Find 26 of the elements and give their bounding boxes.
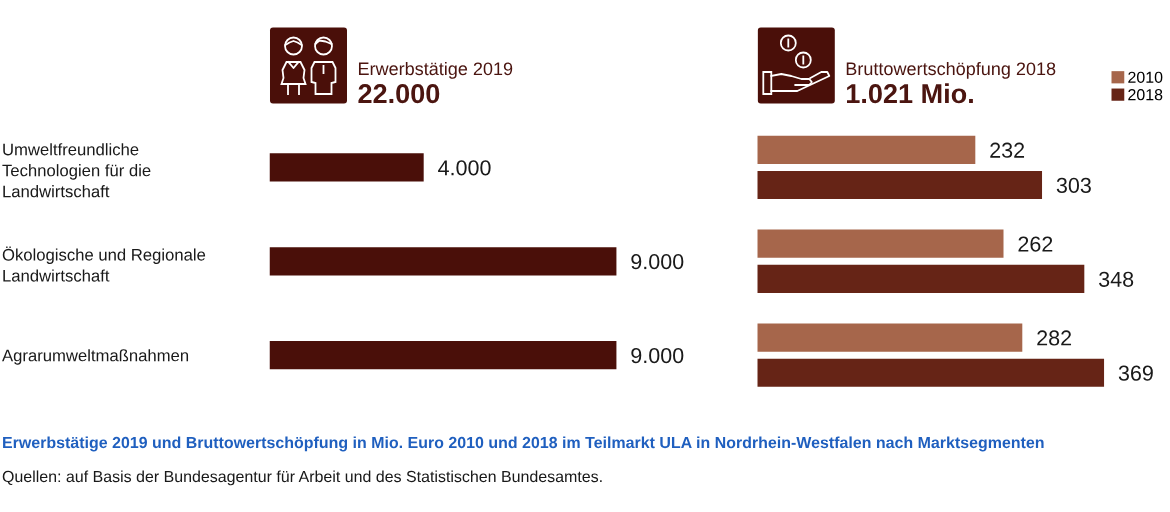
data-label: 303 — [1056, 177, 1091, 194]
data-label: 282 — [1037, 330, 1072, 346]
y-tick-label: Ökologische und Regionale Landwirtschaft — [2, 246, 206, 282]
chart-title: Bruttowertschöpfung 2018 — [846, 61, 1056, 79]
bar — [757, 170, 1043, 200]
data-label: 232 — [990, 142, 1025, 158]
text: Erwerbstätige 2019 und Bruttowertschöpfung in Mio. Euro 2010 und 2018 im Teilmarkt ULA in Nordrhein-Westfalen nach Marktsegmenten — [3, 436, 1044, 452]
data-label: 9.000 — [631, 347, 684, 364]
legend-label: 2018 — [1128, 89, 1163, 101]
bar — [757, 229, 1004, 258]
data-label: 9.000 — [631, 254, 684, 270]
y-tick-label: Agrarumweltmaßnahmen — [2, 349, 189, 365]
bar — [757, 323, 1023, 352]
chart-title: Erwerbstätige 2019 — [358, 61, 513, 79]
data-label: 4.000 — [438, 160, 491, 176]
data-label: 262 — [1018, 236, 1053, 252]
source-note: Quellen: auf Basis der Bundesagentur für Arbeit und des Statistischen Bundesamtes. — [2, 470, 602, 486]
data-label: 348 — [1099, 271, 1134, 287]
bar — [757, 358, 1105, 387]
bar — [757, 264, 1085, 293]
data-label: 369 — [1118, 365, 1153, 381]
bar — [757, 135, 976, 164]
y-tick-label: Umweltfreundliche Technologien für die Landwirtschaft — [2, 143, 151, 198]
legend-label: 2010 — [1128, 71, 1163, 83]
chart-subtitle: 1.021 Mio. — [847, 83, 973, 104]
chart-subtitle: 22.000 — [358, 84, 440, 104]
